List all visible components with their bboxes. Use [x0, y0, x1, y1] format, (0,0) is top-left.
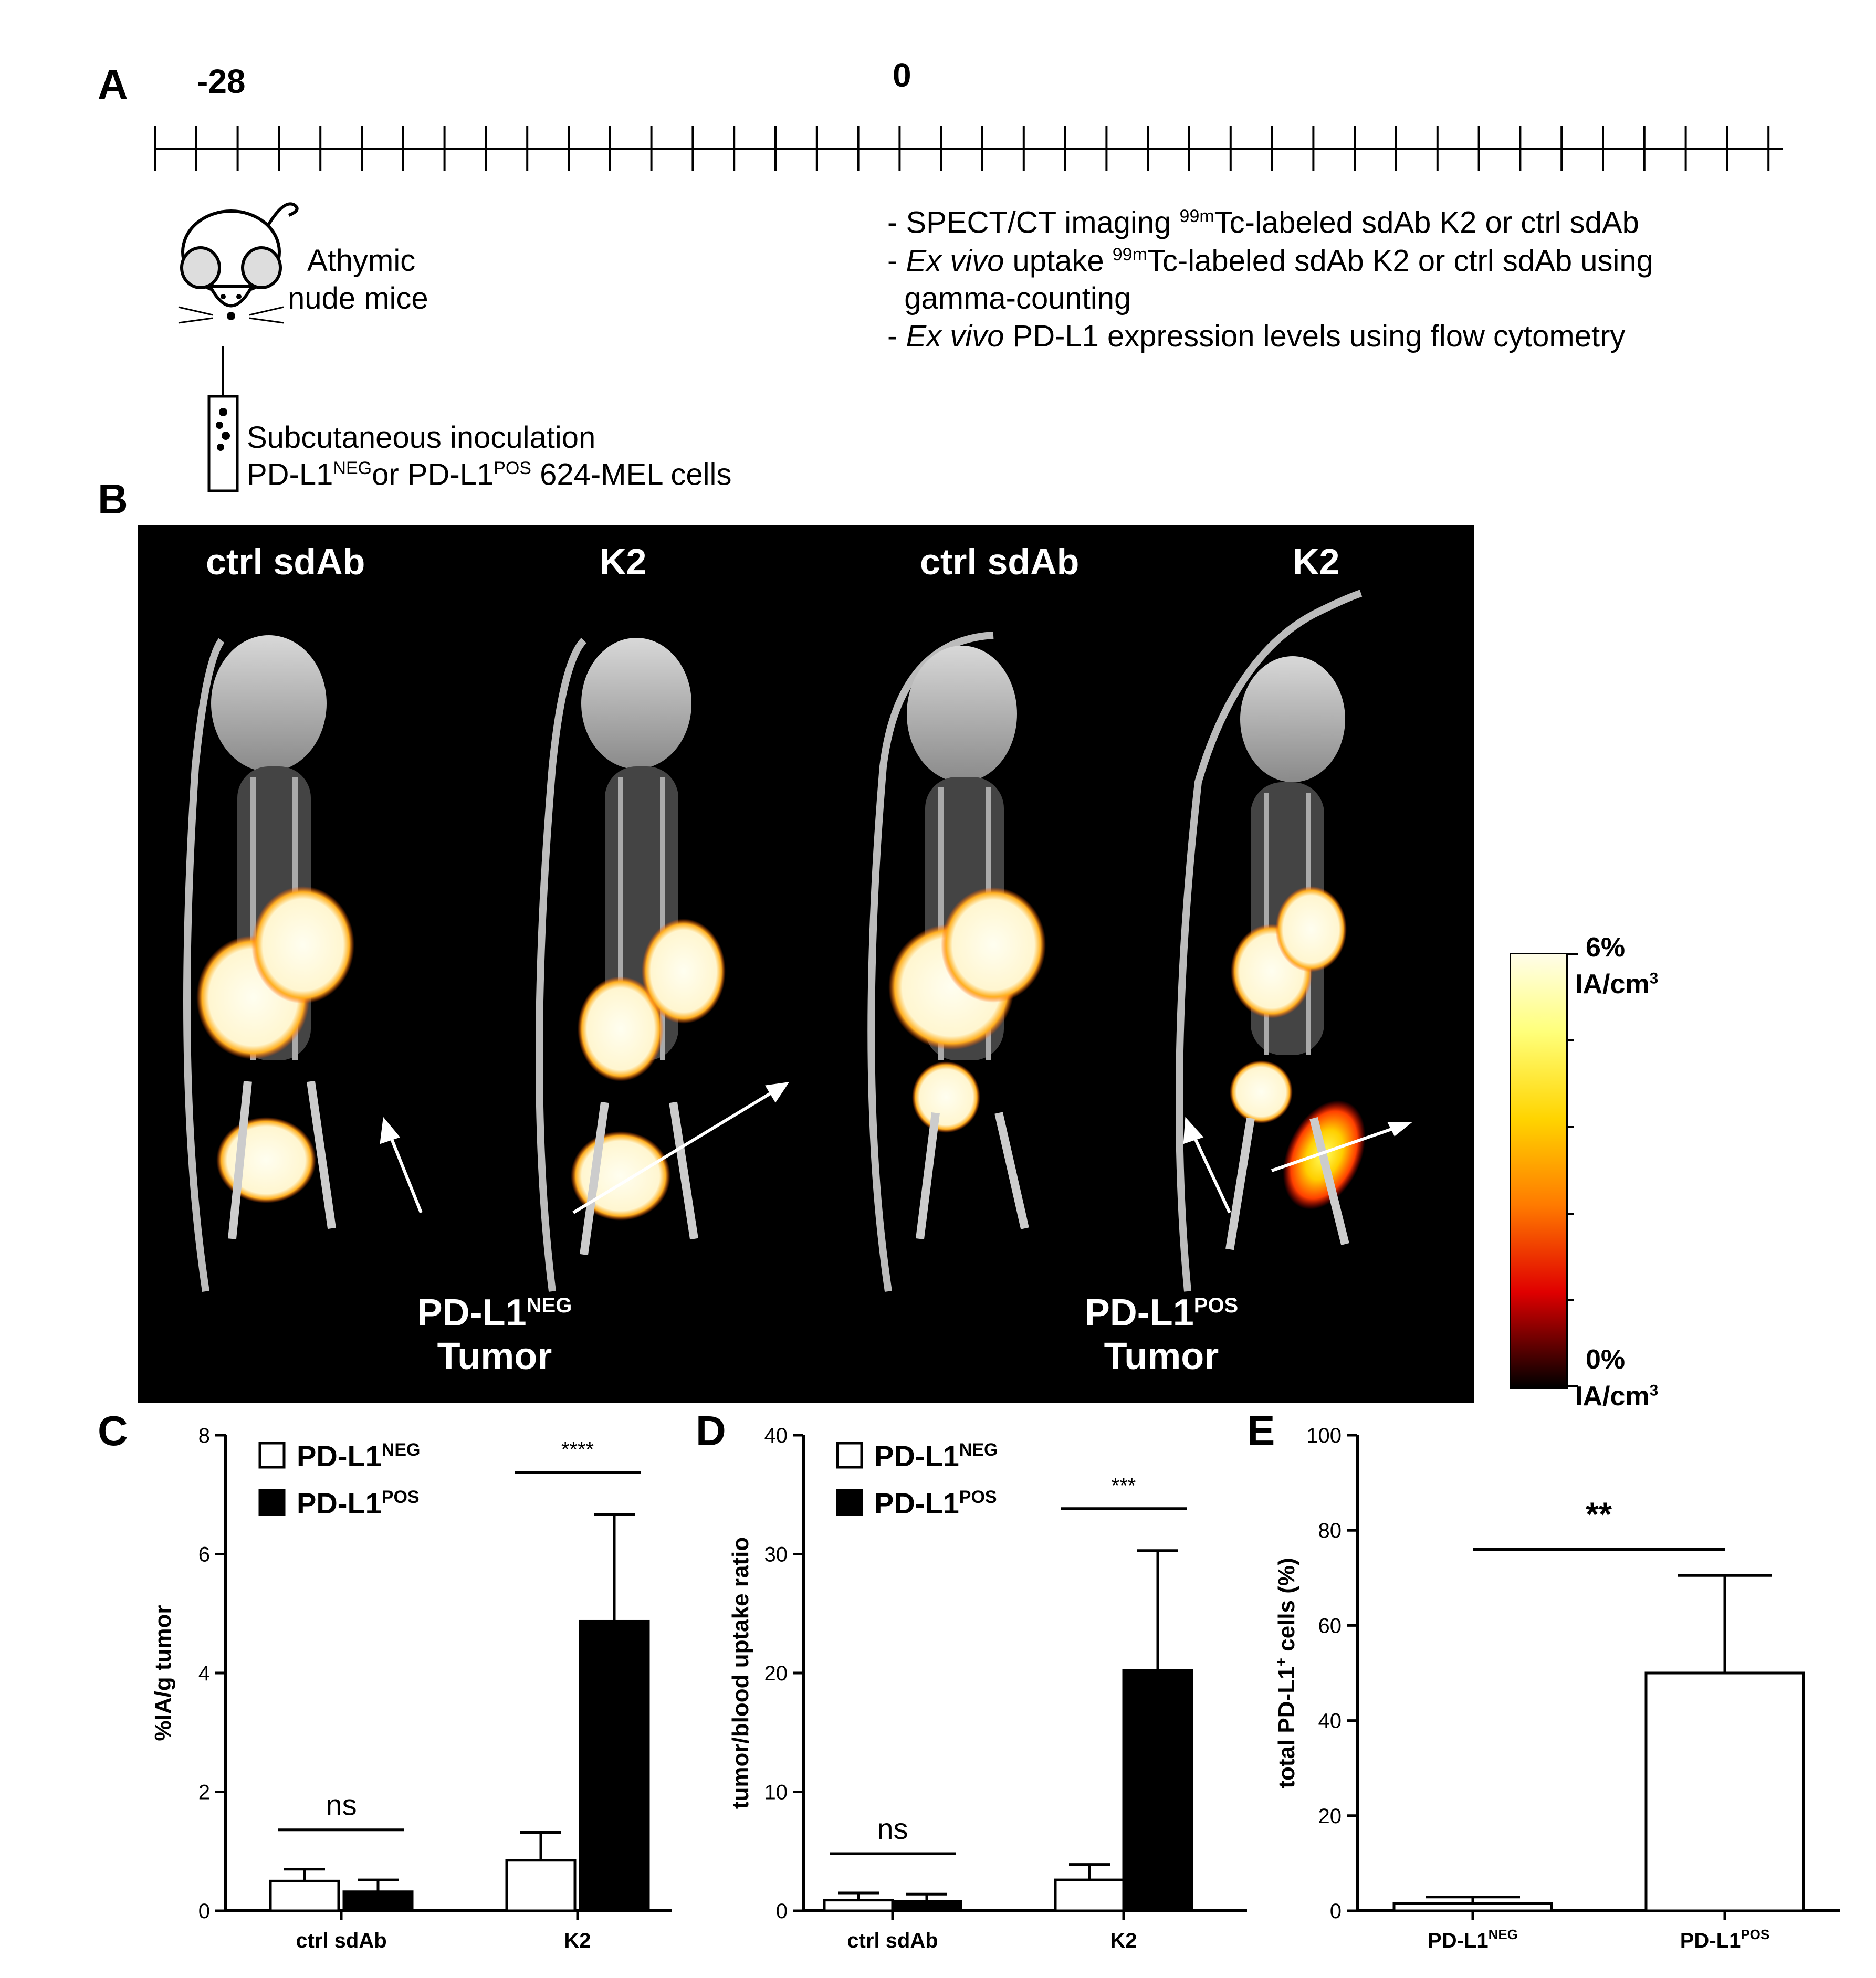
panel-a-label: A	[98, 61, 128, 108]
mouse-label-line2: nude mice	[288, 281, 428, 315]
y-axis-label: tumor/blood uptake ratio	[728, 1537, 753, 1809]
inoculation-line2: PD-L1NEGor PD-L1POS 624-MEL cells	[247, 457, 732, 492]
bullet-2-continued: gamma-counting	[904, 281, 1131, 315]
legend-label-pos: PD-L1POS	[297, 1487, 420, 1520]
y-tick-label: 20	[764, 1662, 788, 1685]
significance-label: ns	[877, 1812, 908, 1845]
bullet-3: - Ex vivo PD-L1 expression levels using …	[887, 319, 1626, 353]
mouse-scan-1	[183, 635, 354, 1292]
y-tick-label: 2	[198, 1781, 210, 1804]
significance-label: **	[1586, 1495, 1612, 1533]
y-tick-label: 0	[1330, 1900, 1342, 1923]
panel-e-label: E	[1247, 1407, 1275, 1454]
mouse-label-line1: Athymic	[307, 244, 416, 278]
tumor-label-pos: PD-L1POS Tumor	[1084, 1292, 1239, 1377]
panel-c-label: C	[98, 1407, 128, 1454]
y-tick-label: 4	[198, 1662, 210, 1685]
bar	[505, 1859, 577, 1912]
column-title-1: ctrl sdAb	[206, 541, 365, 582]
chart-c-group: 0 2 4 6 8 %IA/g tumor ctrl sdAb K2 PD-L1NEG PD-L1…	[150, 1424, 672, 1952]
legend-swatch-neg	[258, 1442, 286, 1469]
bar	[269, 1879, 340, 1912]
colorbar	[1510, 953, 1568, 1389]
mouse-icon	[178, 202, 299, 324]
bar	[342, 1890, 414, 1912]
inoculation-line1: Subcutaneous inoculation	[247, 420, 596, 455]
significance-label: ****	[561, 1438, 594, 1461]
tumor-arrows	[380, 1082, 1413, 1214]
bar	[1644, 1671, 1805, 1912]
colorbar-min-unit: IA/cm3	[1575, 1381, 1659, 1412]
chart-e-group: 0 20 40 60 80 100 total PD-L1+ cells (%) PD-L1N…	[1273, 1424, 1840, 1952]
spect-ct-scans	[183, 590, 1413, 1292]
bar	[1392, 1902, 1553, 1912]
colorbar-max: 6%	[1586, 932, 1626, 963]
legend-label-pos: PD-L1POS	[874, 1487, 997, 1520]
y-tick-label: 10	[764, 1781, 788, 1804]
bar	[1054, 1878, 1125, 1912]
colorbar-min: 0%	[1586, 1344, 1626, 1375]
column-title-2: K2	[600, 541, 647, 582]
y-tick-label: 30	[764, 1543, 788, 1566]
significance-label: ns	[326, 1788, 357, 1822]
bar	[579, 1619, 650, 1912]
colorbar-ticks	[1566, 953, 1578, 1387]
mouse-scan-3	[867, 632, 1046, 1292]
legend-label-neg: PD-L1NEG	[874, 1439, 998, 1472]
column-title-4: K2	[1293, 541, 1340, 582]
syringe-icon	[207, 346, 239, 492]
x-tick-label: PD-L1NEG	[1428, 1927, 1518, 1952]
bullet-2: - Ex vivo uptake 99mTc-labeled sdAb K2 o…	[887, 244, 1653, 278]
colorbar-max-unit: IA/cm3	[1575, 969, 1659, 999]
y-tick-label: 0	[198, 1900, 210, 1923]
y-tick-label: 40	[1318, 1710, 1342, 1733]
legend-label-neg: PD-L1NEG	[297, 1439, 420, 1472]
bar	[1122, 1669, 1193, 1912]
x-tick-label: PD-L1POS	[1680, 1927, 1770, 1952]
y-tick-label: 40	[764, 1424, 788, 1447]
y-tick-label: 6	[198, 1543, 210, 1566]
y-tick-label: 60	[1318, 1614, 1342, 1637]
significance-label: ***	[1112, 1475, 1136, 1498]
legend-swatch-pos	[836, 1489, 863, 1516]
x-tick-label: K2	[1110, 1929, 1137, 1952]
y-tick-label: 20	[1318, 1805, 1342, 1828]
panel-b-label: B	[98, 476, 128, 522]
timeline-label-start: -28	[197, 62, 246, 100]
y-axis-label: %IA/g tumor	[150, 1605, 176, 1741]
legend-swatch-pos	[258, 1489, 286, 1516]
tumor-label-neg: PD-L1NEG Tumor	[417, 1292, 572, 1377]
x-tick-label: ctrl sdAb	[847, 1929, 938, 1952]
bar	[891, 1900, 962, 1912]
legend-swatch-neg	[836, 1442, 863, 1469]
x-tick-label: ctrl sdAb	[296, 1929, 386, 1952]
panel-d-label: D	[696, 1407, 726, 1454]
y-tick-label: 0	[776, 1900, 788, 1923]
bullet-1: - SPECT/CT imaging 99mTc-labeled sdAb K2…	[887, 205, 1639, 240]
y-tick-label: 80	[1318, 1519, 1342, 1542]
x-tick-label: K2	[564, 1929, 591, 1952]
y-tick-label: 8	[198, 1424, 210, 1447]
timeline-label-zero: 0	[893, 56, 911, 94]
mouse-scan-4	[1176, 590, 1366, 1292]
y-axis-label: total PD-L1+ cells (%)	[1273, 1558, 1299, 1788]
timeline-axis	[154, 126, 1783, 171]
column-title-3: ctrl sdAb	[920, 541, 1080, 582]
y-tick-label: 100	[1306, 1424, 1342, 1447]
bar	[823, 1899, 894, 1912]
chart-d-group: 0 10 20 30 40 tumor/blood uptake ratio ctrl sd…	[728, 1424, 1247, 1952]
spect-ct-image-panel: ctrl sdAb K2 ctrl sdAb K2 PD-L1NEG Tumor …	[138, 525, 1474, 1403]
